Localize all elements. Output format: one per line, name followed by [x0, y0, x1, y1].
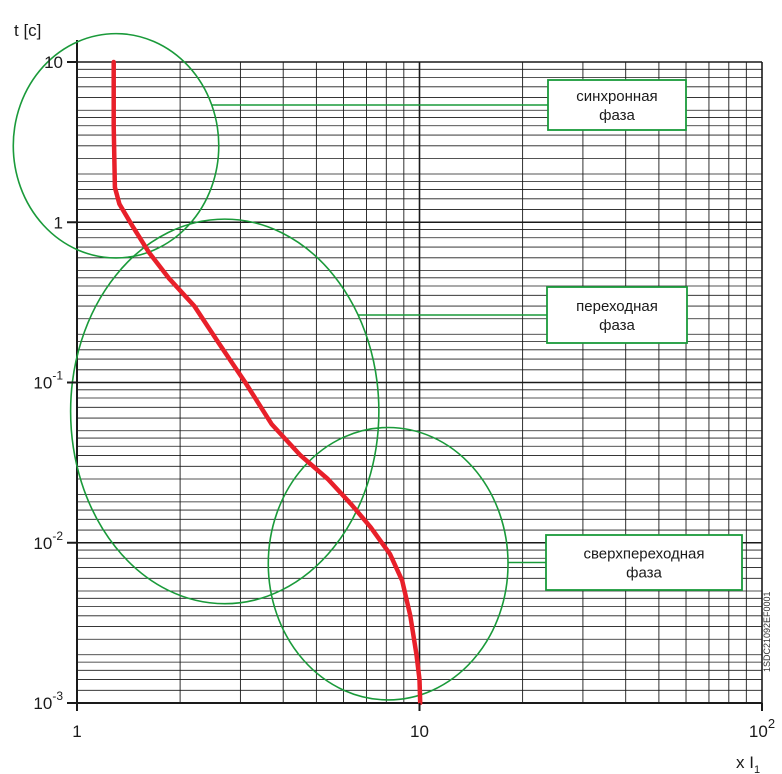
x-axis-label-subscript: 1 [754, 764, 760, 774]
x-axis-label-main: x I [736, 753, 754, 772]
phase-label-line1: сверхпереходная [584, 546, 705, 563]
axis-ticks: 10 1 10-1 10-2 10-3 1 10 102 [33, 53, 775, 741]
curve-layer [111, 59, 423, 706]
phase-label-line2: фаза [626, 565, 662, 582]
y-axis-label: t [c] [14, 21, 41, 40]
phase-region-ellipse [12, 32, 220, 259]
document-code: 1SDC21092EF0001 [762, 591, 772, 672]
phase-label-line1: синхронная [576, 88, 657, 105]
phase-label-box [547, 79, 687, 131]
tripping-curve [111, 59, 423, 706]
x-axis-label: x I1 [736, 753, 760, 774]
phase-region-ellipse [69, 218, 380, 605]
y-tick-label: 1 [54, 213, 63, 232]
chart-grid [71, 40, 763, 709]
y-tick-label: 10-1 [33, 369, 63, 393]
phase-label-line1: переходная [576, 298, 658, 315]
phase-regions: синхронная фаза переходная фаза сверхпереход… [12, 32, 743, 701]
phase-region-ellipse [267, 426, 509, 701]
x-tick-label: 102 [749, 716, 775, 741]
x-tick-label: 1 [72, 722, 81, 741]
y-tick-label: 10 [44, 53, 63, 72]
phase-label-box [546, 286, 688, 344]
phase-label-line2: фаза [599, 317, 635, 334]
phase-label-box [545, 534, 743, 591]
y-tick-label: 10-3 [33, 689, 63, 713]
phase-label-line2: фаза [599, 107, 635, 124]
y-tick-label: 10-2 [33, 529, 63, 553]
x-tick-label: 10 [410, 722, 429, 741]
